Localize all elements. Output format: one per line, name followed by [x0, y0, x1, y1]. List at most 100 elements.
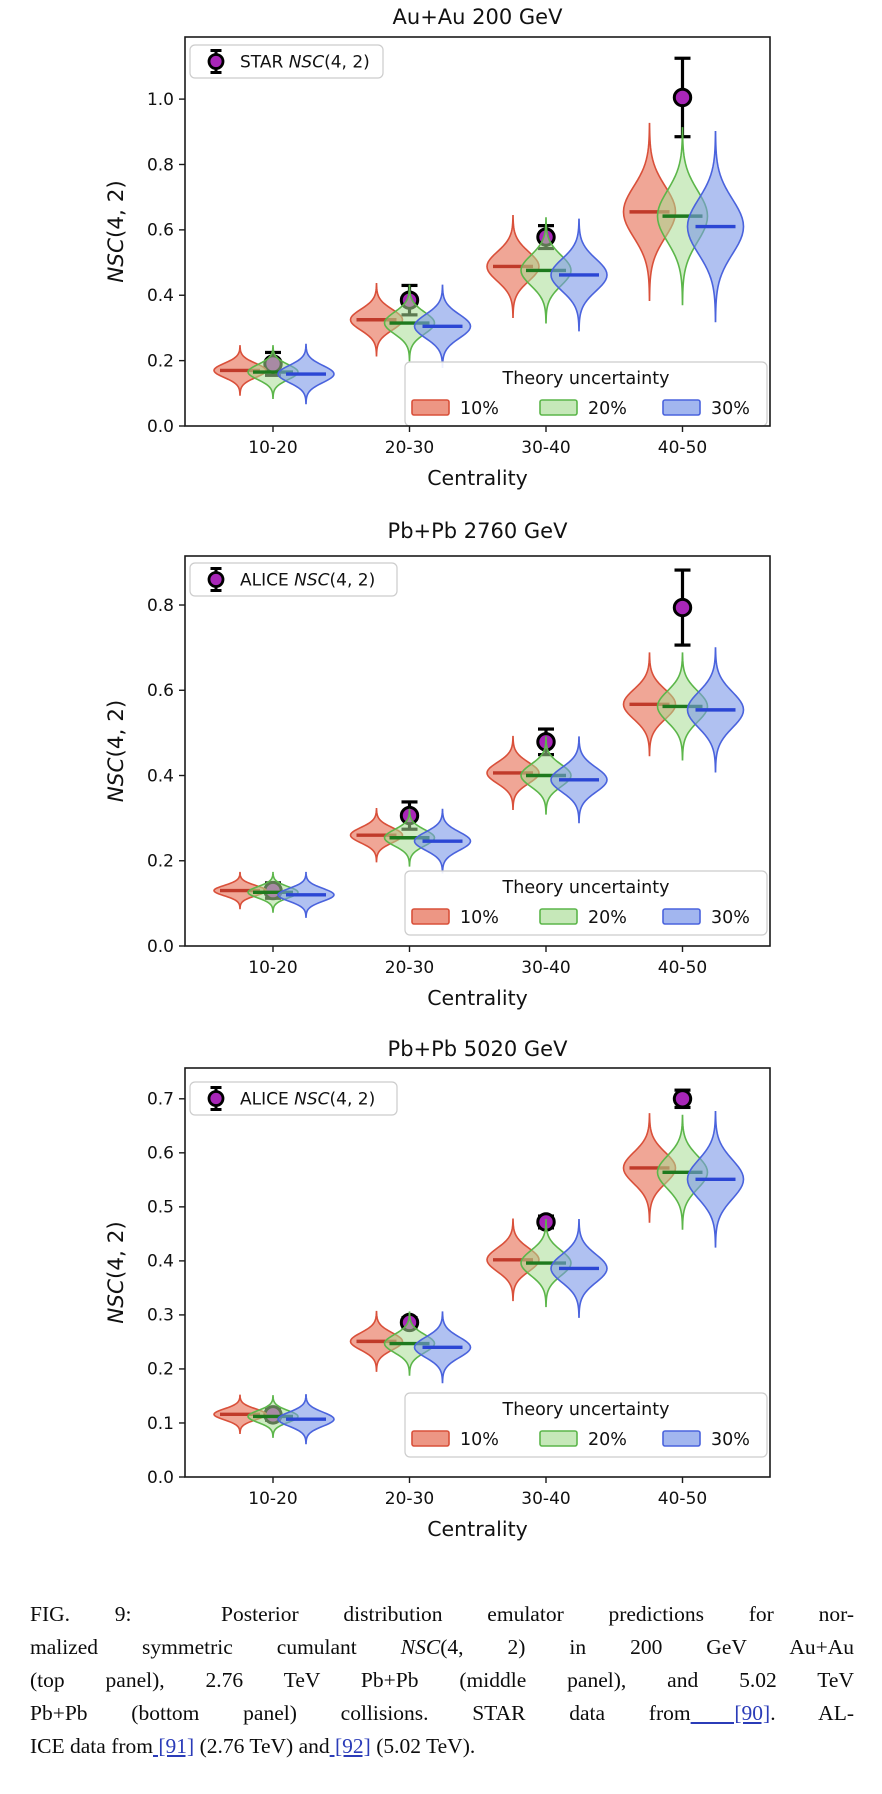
- x-tick-label: 40-50: [658, 958, 707, 978]
- legend-swatch-30%: [662, 399, 701, 416]
- legend-swatch-20%: [539, 908, 578, 925]
- x-tick-label: 20-30: [385, 1489, 434, 1509]
- data-point-marker: [672, 87, 693, 108]
- x-axis-label: Centrality: [427, 986, 528, 1010]
- y-tick-label: 0.2: [147, 852, 174, 872]
- y-tick-label: 0.1: [147, 1414, 174, 1434]
- legend-swatch-20%: [539, 1430, 578, 1447]
- theory-legend-entry: 30%: [711, 399, 750, 419]
- y-tick-label: 0.6: [147, 681, 174, 701]
- y-tick-label: 0.0: [147, 1468, 174, 1488]
- x-tick-label: 10-20: [248, 1489, 297, 1509]
- theory-legend-entry: 10%: [460, 1430, 499, 1450]
- y-tick-label: 0.4: [147, 286, 174, 306]
- legend-marker-icon: [207, 571, 225, 588]
- data-points: [263, 1088, 693, 1425]
- data-legend: ALICE NSC(4, 2): [189, 1081, 398, 1116]
- legend-swatch-30%: [662, 1430, 701, 1447]
- theory-legend-entry: 30%: [711, 1430, 750, 1450]
- axes-box: [184, 1067, 771, 1478]
- panel-title: Pb+Pb 5020 GeV: [388, 1037, 569, 1061]
- x-axis-label: Centrality: [427, 466, 528, 490]
- caption-line: FIG. 9: Posterior distribution emulator …: [30, 1598, 854, 1631]
- data-point-marker: [672, 597, 693, 618]
- legend-marker-icon: [207, 53, 225, 70]
- theory-legend-entry: 10%: [460, 908, 499, 928]
- y-tick-label: 0.5: [147, 1198, 174, 1218]
- y-tick-label: 0.2: [147, 1360, 174, 1380]
- caption-text: (2.76 TeV) and: [194, 1734, 330, 1758]
- x-tick-label: 40-50: [658, 1489, 707, 1509]
- violin-series-30%: [277, 1110, 745, 1445]
- y-axis-label: NSC(4, 2): [104, 180, 129, 283]
- theory-legend-title: Theory uncertainty: [502, 1400, 670, 1420]
- y-axis-label: NSC(4, 2): [104, 700, 129, 803]
- caption-text: FIG. 9: Posterior distribution emulator …: [30, 1602, 854, 1626]
- y-tick-label: 1.0: [147, 90, 174, 110]
- caption-line: ICE data from [91] (2.76 TeV) and [92] (…: [30, 1730, 854, 1763]
- y-tick-label: 0.6: [147, 1144, 174, 1164]
- citation-link-91[interactable]: [91]: [153, 1734, 195, 1758]
- y-tick-label: 0.6: [147, 221, 174, 241]
- axes-box: [184, 555, 771, 947]
- x-axis-label: Centrality: [427, 1517, 528, 1541]
- theory-legend-entry: 30%: [711, 908, 750, 928]
- caption-text: (4, 2) in 200 GeV Au+Au: [440, 1635, 854, 1659]
- legend-marker-icon: [207, 1090, 225, 1107]
- caption-math-text: NSC: [400, 1635, 441, 1659]
- x-tick-label: 20-30: [385, 958, 434, 978]
- y-tick-label: 0.2: [147, 351, 174, 371]
- data-point-marker: [672, 1089, 693, 1109]
- y-tick-label: 0.8: [147, 596, 174, 616]
- theory-legend-title: Theory uncertainty: [502, 878, 670, 898]
- legend-swatch-30%: [662, 908, 701, 925]
- legend-swatch-20%: [539, 399, 578, 416]
- x-tick-label: 20-30: [385, 438, 434, 458]
- legend-swatch-10%: [411, 908, 450, 925]
- x-tick-label: 30-40: [521, 1489, 570, 1509]
- panel-title: Au+Au 200 GeV: [393, 5, 564, 29]
- legend-swatch-10%: [411, 399, 450, 416]
- caption-text: ICE data from: [30, 1734, 153, 1758]
- y-tick-label: 0.7: [147, 1090, 174, 1110]
- data-legend-label: ALICE NSC(4, 2): [240, 571, 375, 591]
- legend-swatch-10%: [411, 1430, 450, 1447]
- theory-legend-entry: 20%: [588, 399, 627, 419]
- panel-pb-pb-2760-gev: Pb+Pb 2760 GeV Centrality NSC(4, 2) 0.0 0.2 0…: [104, 519, 771, 1010]
- y-tick-label: 0.3: [147, 1306, 174, 1326]
- data-legend: ALICE NSC(4, 2): [189, 562, 398, 597]
- y-tick-label: 0.4: [147, 1252, 174, 1272]
- caption-text: malized symmetric cumulant: [30, 1635, 401, 1659]
- x-tick-label: 40-50: [658, 438, 707, 458]
- theory-legend-title: Theory uncertainty: [502, 369, 670, 389]
- y-axis-label: NSC(4, 2): [104, 1221, 129, 1324]
- legend-box: [189, 1081, 398, 1116]
- x-tick-label: 10-20: [248, 958, 297, 978]
- axes-box: [184, 36, 771, 427]
- y-tick-label: 0.0: [147, 937, 174, 957]
- y-tick-label: 0.0: [147, 417, 174, 437]
- legend-box: [189, 44, 384, 79]
- x-tick-label: 30-40: [521, 438, 570, 458]
- violin-series-20%: [247, 652, 709, 913]
- violin-charts-svg: Au+Au 200 GeV Centrality NSC(4, 2) 0.0 0.2 0.…: [104, 5, 771, 1541]
- data-points: [263, 568, 693, 901]
- data-legend-label: ALICE NSC(4, 2): [240, 1090, 375, 1110]
- citation-link-90[interactable]: [90]: [690, 1701, 771, 1725]
- figure-caption: FIG. 9: Posterior distribution emulator …: [30, 1598, 854, 1763]
- y-tick-label: 0.4: [147, 766, 174, 786]
- caption-text: (top panel), 2.76 TeV Pb+Pb (middle pane…: [30, 1668, 854, 1692]
- theory-legend-entry: 20%: [588, 908, 627, 928]
- citation-link-92[interactable]: [92]: [329, 1734, 371, 1758]
- data-legend: STAR NSC(4, 2): [189, 44, 384, 79]
- legend-box: [189, 562, 398, 597]
- panel-pb-pb-5020-gev: Pb+Pb 5020 GeV Centrality NSC(4, 2) 0.0 0.1 0…: [104, 1037, 771, 1541]
- caption-text: . AL-: [770, 1701, 854, 1725]
- caption-line: malized symmetric cumulant NSC(4, 2) in …: [30, 1631, 854, 1664]
- panel-au-au-200-gev: Au+Au 200 GeV Centrality NSC(4, 2) 0.0 0.2 0.…: [104, 5, 771, 490]
- violin-series-20%: [247, 127, 709, 400]
